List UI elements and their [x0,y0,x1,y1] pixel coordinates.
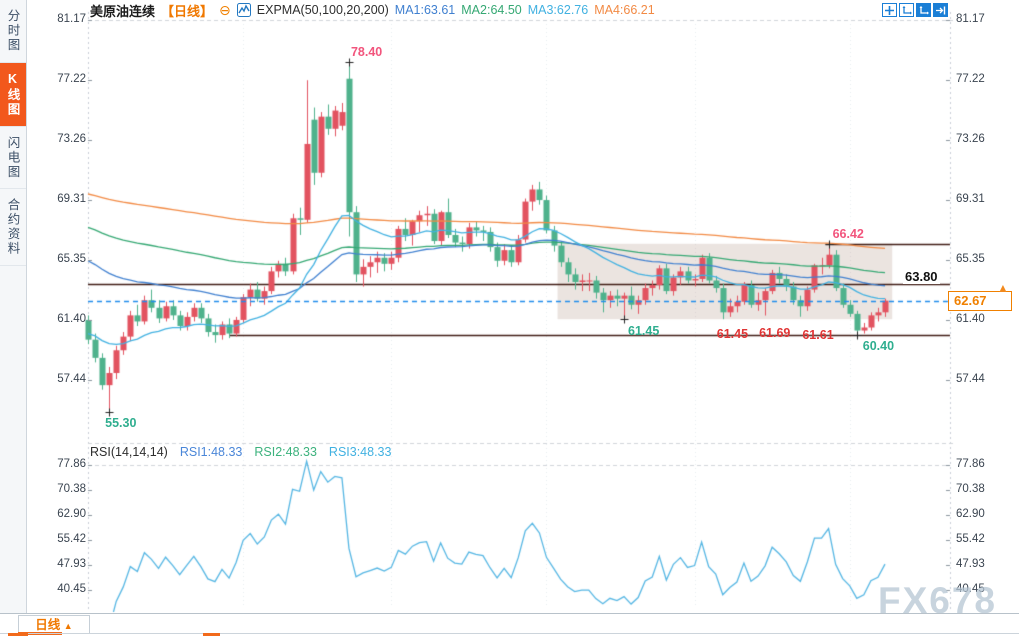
period-dropdown-tab[interactable]: 日线 ▲ [18,615,90,634]
price-axis-label-right: 73.26 [956,133,985,145]
indicator-label[interactable]: EXPMA(50,100,20,200) [256,3,389,17]
indicator-icon[interactable] [236,3,251,17]
rsi-axis-label-left: 55.42 [57,532,86,545]
price-axis-label-left: 57.44 [57,373,86,385]
rsi-axis-label-right: 77.86 [956,458,985,470]
price-up-arrow-icon: ▲ [997,281,1009,295]
scroll-marker-left[interactable] [8,633,28,636]
price-axis-label-left: 73.26 [57,133,86,145]
key-level-label: 63.80 [903,268,940,284]
rsi-header: RSI(14,14,14) RSI1:48.33 RSI2:48.33 RSI3… [90,445,391,459]
price-annotation: 61.45 [716,327,749,342]
ma1-value: MA1:63.61 [394,3,456,17]
price-axis-label-left: 77.22 [57,72,86,85]
rsi-axis-label-right: 40.45 [956,583,985,595]
price-axis-label-left: 81.17 [57,13,86,25]
chart-header: 美原油连续 【日线】 ⊖ EXPMA(50,100,20,200) MA1:63.… [90,2,655,19]
scroll-marker-mid[interactable] [203,633,220,636]
price-annotation: 78.40 [350,45,383,60]
rsi-axis-label-left: 77.86 [57,458,86,470]
price-axis-label-left: 69.31 [57,192,86,205]
price-axis-label-right: 81.17 [956,13,985,25]
price-axis-label-right: 69.31 [956,192,985,205]
price-annotation: 61.69 [759,325,791,340]
collapse-icon[interactable]: ⊖ [219,2,231,18]
rsi-axis-label-left: 62.90 [57,507,86,520]
symbol-title: 美原油连续 [90,3,156,19]
rsi-axis-label-left: 47.93 [57,558,86,570]
price-annotation: 66.42 [832,226,864,241]
sidebar-item-contract-info[interactable]: 合约资料 [0,189,26,266]
ma2-value: MA2:64.50 [461,3,522,17]
period-tab-label: 日线 [35,618,61,632]
sidebar-item-kline-chart[interactable]: K线图 [0,62,26,127]
exit-panel-icon[interactable] [933,3,948,17]
chart-toolbar [882,3,948,17]
rsi-axis-label-right: 70.38 [956,482,985,495]
rsi-axis-label-right: 47.93 [956,558,985,570]
current-price-box: 62.67 [948,291,1012,311]
rsi-axis-label-right: 55.42 [956,532,985,545]
price-annotation: 60.40 [862,339,895,354]
bottom-divider [0,633,1019,634]
axis-scale-icon[interactable] [899,3,914,17]
rsi-axis-label-right: 62.90 [956,507,985,520]
rsi3-value: RSI3:48.33 [328,445,392,459]
sidebar-item-lightning-chart[interactable]: 闪电图 [0,127,26,189]
axis-scale-active-icon[interactable] [916,3,931,17]
rsi1-value: RSI1:48.33 [179,445,243,459]
rsi2-value: RSI2:48.33 [254,445,317,459]
sidebar-item-time-chart[interactable]: 分时图 [0,0,26,63]
price-annotation: 61.45 [628,324,660,339]
sidebar: 分时图 K线图 闪电图 合约资料 [0,0,27,613]
dropdown-arrow-icon: ▲ [63,621,73,631]
rsi-indicator-label[interactable]: RSI(14,14,14) [90,445,168,459]
period-tag[interactable]: 【日线】 [161,3,214,19]
rsi-axis-label-left: 70.38 [57,482,86,495]
ma3-value: MA3:62.76 [527,3,589,17]
price-axis-label-right: 77.22 [956,72,985,85]
price-annotation: 61.61 [802,327,834,342]
crosshair-icon[interactable] [882,3,897,17]
bottom-axis-bar: 日线 ▲ [0,613,1019,636]
rsi-axis-label-left: 40.45 [57,583,86,595]
price-annotation: 55.30 [105,416,137,431]
price-axis-label-right: 61.40 [956,312,985,325]
price-axis-label-right: 65.35 [956,253,985,265]
price-axis-label-left: 65.35 [57,253,86,265]
price-axis-label-left: 61.40 [57,312,86,325]
price-axis-label-right: 57.44 [956,373,985,385]
ma4-value: MA4:66.21 [594,3,655,17]
